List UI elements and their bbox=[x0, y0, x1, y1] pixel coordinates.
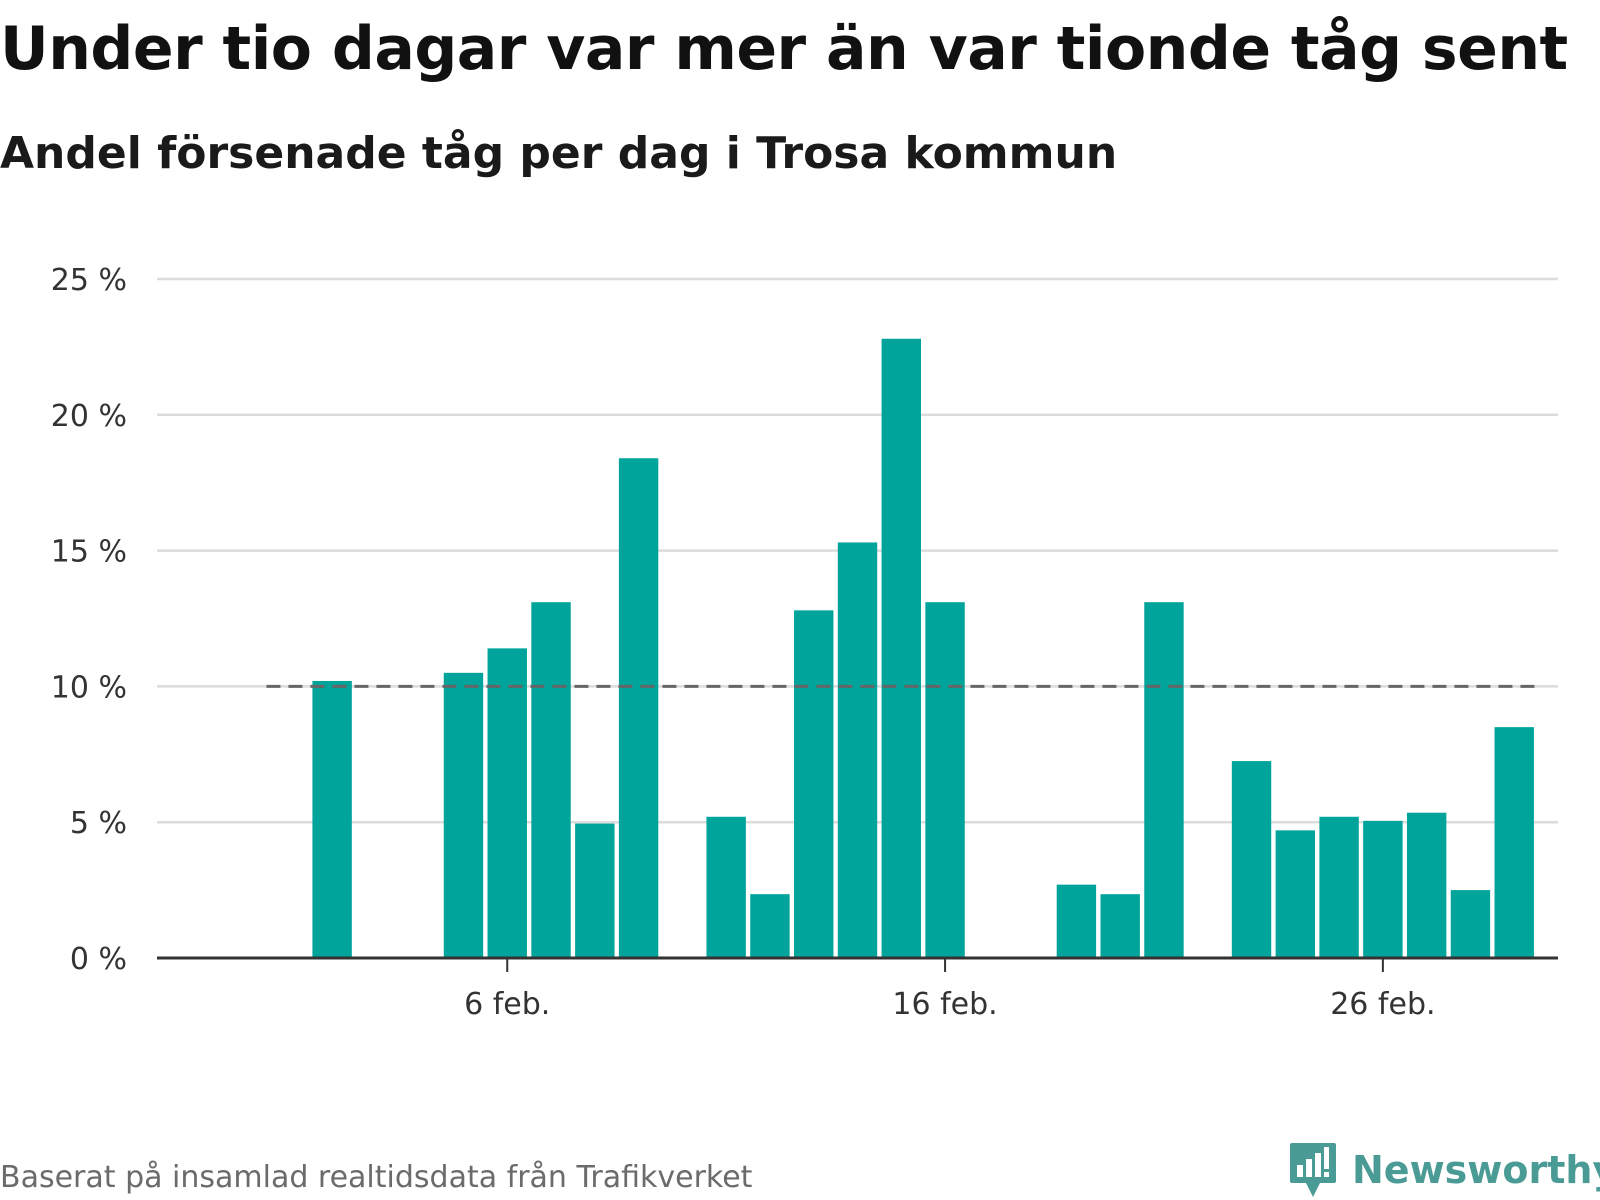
bar bbox=[925, 602, 965, 958]
bar bbox=[1363, 820, 1403, 958]
bar bbox=[881, 338, 921, 958]
x-axis-ticks: 6 feb. 16 feb. 26 feb. bbox=[464, 958, 1436, 1022]
y-tick-label: 15 % bbox=[51, 535, 127, 570]
source-note: Baserat på insamlad realtidsdata från Tr… bbox=[0, 1160, 753, 1195]
bar bbox=[837, 542, 878, 958]
bar-chart: 0 % 5 % 10 % 15 % 20 % 25 % 6 feb. 16 feb. 26 f… bbox=[51, 263, 1558, 1022]
x-tick-label: 26 feb. bbox=[1330, 987, 1435, 1022]
chart-subtitle: Andel försenade tåg per dag i Trosa komm… bbox=[0, 128, 1118, 179]
y-tick-label: 10 % bbox=[51, 670, 127, 705]
y-tick-label: 5 % bbox=[70, 806, 127, 841]
newsworthy-logo-icon bbox=[1290, 1143, 1336, 1197]
bars bbox=[312, 338, 1534, 958]
bar bbox=[1231, 761, 1272, 958]
bar bbox=[1275, 830, 1316, 958]
bar bbox=[487, 648, 527, 958]
x-tick-label: 6 feb. bbox=[464, 987, 550, 1022]
bar bbox=[618, 458, 659, 958]
bar bbox=[706, 816, 746, 958]
bar bbox=[1056, 884, 1097, 958]
bar bbox=[575, 823, 615, 958]
brand-logo: Newsworthy bbox=[1288, 1140, 1600, 1200]
y-axis-ticks: 0 % 5 % 10 % 15 % 20 % 25 % bbox=[51, 263, 127, 977]
x-tick-label: 16 feb. bbox=[892, 987, 997, 1022]
brand-name: Newsworthy bbox=[1352, 1148, 1600, 1192]
bar bbox=[443, 672, 484, 958]
bar bbox=[1319, 816, 1359, 958]
bar bbox=[1494, 727, 1534, 958]
y-tick-label: 0 % bbox=[70, 942, 127, 977]
chart-title: Under tio dagar var mer än var tionde tå… bbox=[0, 14, 1568, 84]
bar bbox=[1144, 602, 1184, 958]
bar bbox=[1100, 894, 1140, 958]
y-tick-label: 20 % bbox=[51, 399, 127, 434]
bar bbox=[1406, 812, 1447, 958]
bar bbox=[531, 602, 571, 958]
bar bbox=[794, 610, 834, 958]
bar bbox=[1450, 890, 1491, 958]
bar bbox=[750, 894, 790, 958]
y-tick-label: 25 % bbox=[51, 263, 127, 298]
bar bbox=[312, 680, 352, 958]
